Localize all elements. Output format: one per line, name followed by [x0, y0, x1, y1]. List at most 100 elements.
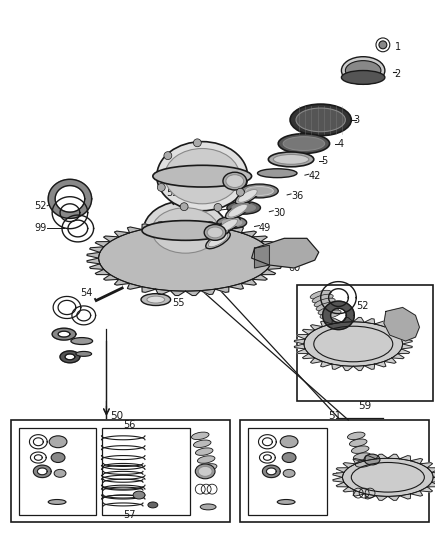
Polygon shape [432, 472, 438, 477]
Polygon shape [302, 329, 314, 334]
Polygon shape [336, 468, 349, 472]
Polygon shape [333, 477, 344, 482]
Polygon shape [353, 318, 364, 322]
Polygon shape [271, 252, 284, 258]
Polygon shape [399, 494, 410, 499]
Ellipse shape [351, 446, 369, 454]
Polygon shape [114, 279, 130, 285]
Polygon shape [376, 496, 388, 500]
Text: 24: 24 [202, 193, 214, 203]
Text: 42: 42 [309, 171, 321, 181]
Polygon shape [127, 284, 142, 289]
Ellipse shape [215, 217, 240, 234]
Polygon shape [262, 465, 280, 478]
Polygon shape [420, 463, 433, 468]
Polygon shape [353, 458, 365, 464]
Polygon shape [294, 344, 305, 349]
Ellipse shape [235, 188, 260, 204]
Ellipse shape [258, 169, 297, 177]
Polygon shape [364, 319, 374, 324]
Polygon shape [90, 264, 104, 269]
Polygon shape [353, 366, 364, 370]
Ellipse shape [204, 224, 226, 240]
Polygon shape [294, 339, 305, 344]
Ellipse shape [310, 290, 331, 299]
Text: 1: 1 [395, 42, 401, 52]
Ellipse shape [71, 337, 92, 344]
Polygon shape [142, 287, 156, 293]
Ellipse shape [227, 201, 261, 214]
Circle shape [214, 204, 222, 212]
Polygon shape [297, 334, 309, 339]
Ellipse shape [355, 460, 373, 467]
Polygon shape [267, 247, 281, 252]
Text: 56: 56 [123, 420, 135, 430]
Polygon shape [95, 269, 110, 274]
Polygon shape [252, 274, 267, 280]
Polygon shape [410, 491, 423, 496]
Polygon shape [60, 351, 80, 363]
Bar [18, 428, 95, 515]
Polygon shape [343, 458, 433, 496]
Polygon shape [304, 322, 403, 366]
Ellipse shape [296, 108, 346, 132]
Ellipse shape [346, 61, 381, 80]
Polygon shape [241, 231, 257, 237]
Circle shape [376, 38, 390, 52]
Ellipse shape [283, 136, 325, 150]
Polygon shape [420, 487, 433, 492]
Polygon shape [156, 289, 170, 295]
Polygon shape [388, 454, 399, 459]
Ellipse shape [200, 504, 216, 510]
Circle shape [194, 139, 201, 147]
Polygon shape [103, 236, 119, 241]
Ellipse shape [218, 219, 237, 232]
Ellipse shape [238, 190, 257, 203]
Ellipse shape [142, 221, 229, 240]
Polygon shape [311, 358, 322, 364]
Circle shape [157, 183, 165, 191]
Ellipse shape [342, 70, 385, 84]
Ellipse shape [126, 237, 245, 280]
Polygon shape [302, 353, 314, 359]
Ellipse shape [316, 302, 337, 311]
Ellipse shape [133, 491, 145, 499]
Polygon shape [399, 456, 410, 461]
Ellipse shape [283, 470, 295, 477]
Ellipse shape [117, 231, 254, 285]
Ellipse shape [208, 234, 228, 247]
Polygon shape [252, 236, 267, 241]
Polygon shape [156, 222, 170, 227]
Polygon shape [271, 258, 284, 264]
Polygon shape [229, 284, 244, 289]
Ellipse shape [198, 456, 215, 463]
Bar [247, 428, 327, 515]
Bar [240, 420, 429, 522]
Ellipse shape [312, 294, 333, 303]
Ellipse shape [347, 432, 365, 440]
Ellipse shape [280, 436, 298, 448]
Polygon shape [48, 179, 92, 219]
Text: 99: 99 [34, 223, 46, 233]
Polygon shape [170, 221, 185, 225]
Polygon shape [427, 482, 438, 487]
Ellipse shape [290, 104, 351, 136]
Text: 55: 55 [172, 297, 185, 308]
Bar [11, 420, 230, 522]
Ellipse shape [153, 165, 251, 187]
Polygon shape [332, 319, 342, 324]
Text: 36: 36 [291, 191, 303, 201]
Circle shape [164, 152, 172, 159]
Text: 12: 12 [192, 223, 205, 233]
Ellipse shape [223, 172, 247, 190]
Polygon shape [427, 468, 438, 472]
Ellipse shape [353, 453, 371, 461]
Text: 5: 5 [321, 156, 328, 166]
Polygon shape [333, 472, 344, 477]
Ellipse shape [152, 208, 219, 253]
Text: 54: 54 [81, 288, 93, 297]
Ellipse shape [314, 298, 335, 307]
Ellipse shape [217, 216, 247, 229]
Polygon shape [364, 364, 374, 369]
Ellipse shape [147, 296, 165, 303]
